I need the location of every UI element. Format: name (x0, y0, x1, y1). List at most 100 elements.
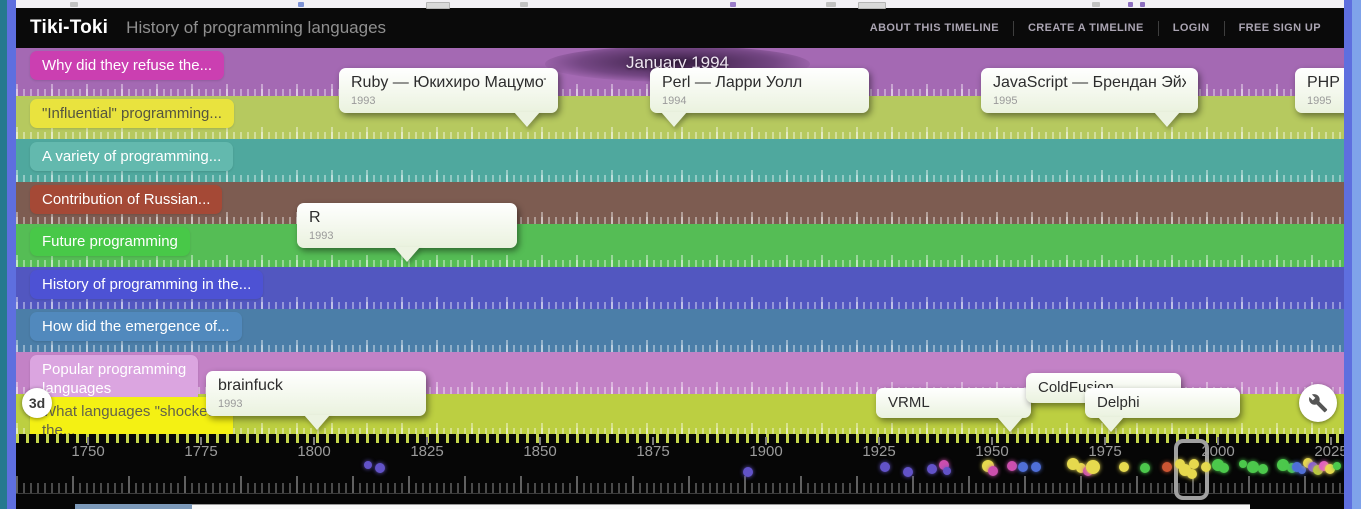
brand-logo[interactable]: Tiki-Toki (30, 17, 109, 38)
nav-free-sign-up[interactable]: FREE SIGN UP (1238, 22, 1321, 34)
wrench-icon (1309, 394, 1328, 413)
event-year: 1994 (662, 95, 687, 107)
event-bubble-vrml[interactable]: VRML (876, 388, 1031, 432)
header-nav: ABOUT THIS TIMELINE CREATE A TIMELINE LO… (856, 8, 1335, 48)
event-bubble-r[interactable]: R 1993 (297, 203, 517, 262)
nav-separator (1157, 20, 1159, 36)
axis-event-dot[interactable] (1140, 463, 1150, 473)
nav-about-this-timeline[interactable]: ABOUT THIS TIMELINE (869, 22, 999, 34)
axis-event-dot[interactable] (1333, 462, 1341, 470)
axis-event-dot[interactable] (1239, 460, 1247, 468)
nav-create-a-timeline[interactable]: CREATE A TIMELINE (1027, 22, 1144, 34)
band-contribution-of-russian: Contribution of Russian... (16, 182, 1344, 224)
axis-event-dot[interactable] (1277, 459, 1289, 471)
axis-event-dot[interactable] (1189, 459, 1199, 469)
event-year: 1993 (309, 230, 334, 242)
axis-event-dot[interactable] (1298, 466, 1306, 474)
settings-button[interactable] (1299, 384, 1337, 422)
bubble-tail (514, 112, 540, 127)
bubble-tail (1098, 417, 1124, 432)
axis-top-ruler (16, 434, 1344, 443)
event-year: 1995 (1307, 95, 1332, 107)
right-edge-strip (1352, 0, 1361, 509)
axis-event-dot[interactable] (927, 464, 937, 474)
axis-event-dot[interactable] (903, 467, 913, 477)
bubble-tail (394, 247, 420, 262)
nav-login[interactable]: LOGIN (1172, 22, 1210, 34)
event-bubble-delphi[interactable]: Delphi (1085, 388, 1240, 432)
axis-year-tick (200, 437, 202, 445)
axis-event-dot[interactable] (1325, 464, 1335, 474)
axis-year-label: 1750 (71, 443, 105, 460)
axis-event-dot[interactable] (1201, 462, 1211, 472)
axis-event-dot[interactable] (1076, 463, 1086, 473)
event-title: Perl — Ларри Уолл (662, 74, 803, 91)
axis-year-label: 1875 (636, 443, 670, 460)
3d-view-button[interactable]: 3d (22, 388, 52, 418)
bubble-tail (661, 112, 687, 127)
axis-event-dot[interactable] (1247, 461, 1259, 473)
axis-event-dot[interactable] (743, 467, 753, 477)
band-how-did-the-emergence: How did the emergence of... (16, 309, 1344, 352)
axis-event-dot[interactable] (364, 461, 372, 469)
axis-year-tick (1330, 437, 1332, 445)
event-year: 1995 (993, 95, 1018, 107)
category-label-future-programming[interactable]: Future programming (30, 227, 190, 256)
axis-year-label: 1925 (862, 443, 896, 460)
category-label-contribution-of-russian[interactable]: Contribution of Russian... (30, 185, 223, 214)
category-label-a-variety-of-programming[interactable]: A variety of programming... (30, 142, 234, 171)
category-label-why-did-they-refuse[interactable]: Why did they refuse the... (30, 51, 225, 80)
category-label-influential-programming[interactable]: "Influential" programming... (30, 99, 234, 128)
axis-year-tick (539, 437, 541, 445)
axis-event-dot[interactable] (1018, 462, 1028, 472)
event-bubble-perl[interactable]: Perl — Ларри Уолл 1994 (650, 68, 869, 127)
bubble-tail (1154, 112, 1180, 127)
axis-event-dot[interactable] (1086, 460, 1100, 474)
axis-event-dot[interactable] (1313, 465, 1323, 475)
axis-event-dot[interactable] (1187, 469, 1197, 479)
right-edge-strip-inner (1344, 0, 1352, 509)
nav-separator (1012, 20, 1014, 36)
browser-chrome-fragment (70, 2, 78, 7)
axis-event-dot[interactable] (1292, 462, 1302, 472)
event-title: Ruby — Юкихиро Мацумото (351, 74, 546, 91)
app-header: Tiki-Toki History of programming languag… (0, 8, 1361, 48)
axis-event-dot[interactable] (988, 466, 998, 476)
axis-event-dot[interactable] (1319, 461, 1329, 471)
axis-year-tick (313, 437, 315, 445)
timeline-axis[interactable]: 1750 1775 1800 1825 1850 1875 1900 1925 1950 1975… (16, 434, 1348, 509)
browser-chrome-fragment (1092, 2, 1100, 7)
browser-chrome-fragment (520, 2, 528, 7)
browser-chrome-fragment (1128, 2, 1133, 7)
axis-event-dot[interactable] (1258, 464, 1268, 474)
category-label-how-did-the-emergence[interactable]: How did the emergence of... (30, 312, 242, 341)
axis-year-label: 1950 (975, 443, 1009, 460)
event-bubble-ruby[interactable]: Ruby — Юкихиро Мацумото 1993 (339, 68, 558, 127)
event-title: VRML (888, 394, 930, 411)
axis-event-dot[interactable] (375, 463, 385, 473)
axis-year-tick (765, 437, 767, 445)
axis-year-tick (1104, 437, 1106, 445)
event-title: Delphi (1097, 394, 1140, 411)
axis-event-dot[interactable] (1162, 462, 1172, 472)
axis-event-dot[interactable] (1007, 461, 1017, 471)
event-year: 1993 (351, 95, 376, 107)
axis-event-dot[interactable] (939, 460, 949, 470)
axis-event-dot[interactable] (1031, 462, 1041, 472)
category-label-popular-programming-languages[interactable]: Popular programming languages (30, 355, 199, 403)
category-label-history-of-programming[interactable]: History of programming in the... (30, 270, 264, 299)
browser-chrome-fragment (1140, 2, 1145, 7)
axis-event-dot[interactable] (1175, 459, 1185, 469)
timeline-title: History of programming languages (126, 18, 387, 37)
axis-event-dot[interactable] (943, 467, 951, 475)
bottom-panel-fragment (75, 504, 192, 509)
browser-chrome-fragment (298, 2, 304, 7)
axis-event-dot[interactable] (1119, 462, 1129, 472)
axis-event-dot[interactable] (880, 462, 890, 472)
event-bubble-brainfuck[interactable]: brainfuck 1993 (206, 371, 426, 430)
axis-year-label: 1825 (410, 443, 444, 460)
nav-separator (1223, 20, 1225, 36)
axis-event-dot[interactable] (1219, 463, 1229, 473)
event-bubble-javascript[interactable]: JavaScript — Брендан Эйх 1995 (981, 68, 1198, 127)
